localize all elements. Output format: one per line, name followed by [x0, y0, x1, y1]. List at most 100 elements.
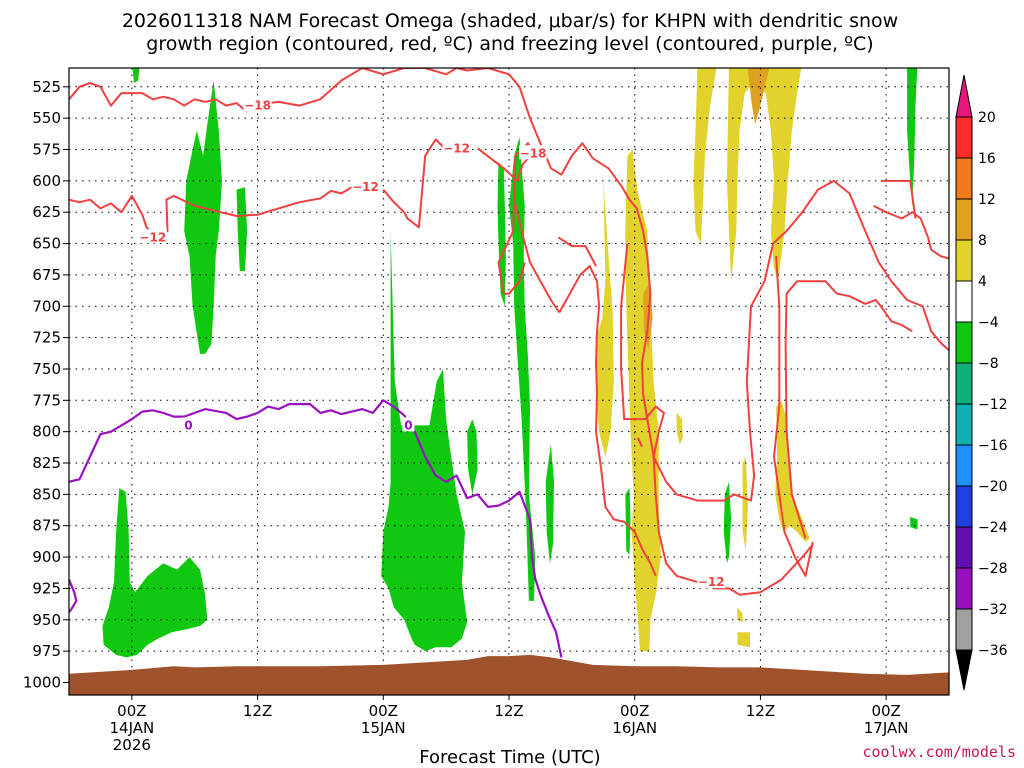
y-tick-label-750: 750 — [32, 360, 61, 378]
colorbar-label-4: 4 — [978, 274, 987, 290]
omega-region-0-7 — [509, 137, 536, 601]
dendritic-label-3: −12 — [352, 180, 379, 194]
colorbar: 20 16 12 8 4 −4 −8 −12 −16 −20 −24 −28 −32 −36 — [955, 74, 1008, 691]
y-tick-label-825: 825 — [32, 454, 61, 472]
colorbar-segment-4 — [955, 280, 973, 323]
omega-region-0-1 — [184, 80, 222, 354]
omega-region-1-3 — [726, 68, 802, 282]
colorbar-segment-10 — [955, 526, 973, 569]
x-tick-label-24-1: 15JAN — [361, 719, 406, 737]
dendritic-contour-17 — [636, 437, 643, 448]
dendritic-label-0-bg — [243, 97, 272, 112]
dendritic-label-3-bg — [351, 179, 380, 194]
x-tick-label-60-0: 12Z — [746, 702, 775, 720]
y-tick-label-900: 900 — [32, 548, 61, 566]
colorbar-segment-5 — [955, 321, 973, 364]
colorbar-segment-6 — [955, 362, 973, 405]
colorbar-label-0: 20 — [978, 110, 996, 126]
y-tick-label-550: 550 — [32, 109, 61, 127]
y-tick-label-525: 525 — [32, 78, 61, 96]
dendritic-label-1-bg — [442, 140, 471, 155]
y-tick-label-1000: 1000 — [23, 673, 61, 691]
colorbar-label-1: 16 — [978, 151, 996, 167]
dendritic-contour-7 — [497, 262, 526, 295]
colorbar-segment-11 — [955, 567, 973, 610]
dendritic-label-4-bg — [138, 229, 167, 244]
dendritic-contour-13 — [773, 256, 814, 577]
colorbar-label-3: 8 — [978, 233, 987, 249]
y-tick-label-950: 950 — [32, 611, 61, 629]
omega-shading-layer — [102, 68, 918, 658]
y-tick-label-875: 875 — [32, 517, 61, 535]
y-tick-label-625: 625 — [32, 203, 61, 221]
dendritic-contour-15 — [873, 205, 949, 260]
omega-region-1-5 — [676, 412, 683, 445]
omega-region-1-2 — [693, 68, 717, 244]
x-tick-label-36-0: 12Z — [494, 702, 523, 720]
colorbar-label-12: −32 — [978, 602, 1008, 618]
colorbar-segment-1 — [955, 157, 973, 200]
dendritic-label-4: −12 — [139, 230, 166, 244]
dendritic-contour-6 — [476, 147, 531, 182]
y-tick-label-775: 775 — [32, 391, 61, 409]
x-tick-label-72-1: 17JAN — [864, 719, 909, 737]
x-tick-label-0-1: 14JAN — [109, 719, 154, 737]
dendritic-contour-12 — [620, 179, 949, 502]
dendritic-contour-11 — [557, 236, 597, 267]
dendritic-contour-14 — [784, 280, 913, 539]
colorbar-segment-3 — [955, 239, 973, 282]
dendritic-label-2: −18 — [520, 146, 547, 160]
freezing-level-layer — [69, 399, 563, 658]
dendritic-label-1: −12 — [443, 141, 470, 155]
dendritic-contour-9 — [513, 168, 561, 314]
y-axis-ticks: 525 550 575 600 625 650 675 700 725 750 775 800 825 8… — [23, 78, 69, 691]
omega-region-1-6 — [742, 456, 748, 551]
plot-area: −18 −12 −18 −12 −12 −12 0 0 — [69, 68, 949, 695]
terrain-layer — [69, 654, 949, 695]
colorbar-top-arrow — [955, 74, 973, 118]
freezing-contour-1 — [69, 579, 78, 613]
colorbar-label-7: −12 — [978, 397, 1008, 413]
omega-region-0-9 — [625, 488, 631, 555]
y-tick-label-575: 575 — [32, 141, 61, 159]
omega-region-0-2 — [236, 187, 248, 272]
dendritic-label-0: −18 — [244, 99, 271, 113]
omega-region-0-8 — [545, 444, 554, 564]
x-tick-label-72-0: 00Z — [871, 702, 900, 720]
omega-region-1-7 — [737, 607, 743, 623]
y-tick-label-850: 850 — [32, 485, 61, 503]
omega-region-0-0 — [132, 68, 140, 83]
freezing-label-0: 0 — [184, 418, 192, 432]
dendritic-label-2-bg — [519, 145, 548, 160]
omega-region-0-6 — [497, 162, 506, 307]
x-tick-label-0-0: 00Z — [117, 702, 146, 720]
x-tick-label-48-1: 16JAN — [612, 719, 657, 737]
colorbar-label-9: −20 — [978, 479, 1008, 495]
y-tick-label-725: 725 — [32, 329, 61, 347]
freezing-contour-0 — [69, 399, 563, 658]
freezing-label-1: 0 — [404, 418, 412, 432]
colorbar-segment-7 — [955, 403, 973, 446]
dendritic-contour-1 — [246, 68, 594, 176]
colorbar-label-13: −36 — [978, 643, 1008, 659]
x-tick-label-24-0: 00Z — [369, 702, 398, 720]
omega-region-0-11 — [907, 68, 918, 206]
omega-region-1-0 — [596, 180, 614, 457]
omega-region-2-0 — [747, 68, 770, 125]
colorbar-segment-8 — [955, 444, 973, 487]
freezing-label-1-bg — [402, 417, 415, 432]
terrain-fill — [69, 654, 949, 695]
omega-region-1-8 — [737, 632, 750, 648]
x-axis-label: Forecast Time (UTC) — [419, 747, 600, 768]
x-tick-label-48-0: 00Z — [620, 702, 649, 720]
x-tick-label-0-2: 2026 — [113, 736, 151, 754]
dendritic-contour-16 — [880, 179, 917, 219]
omega-region-1-1 — [625, 149, 661, 652]
colorbar-bottom-arrow — [955, 649, 973, 691]
y-tick-label-600: 600 — [32, 172, 61, 190]
y-tick-label-800: 800 — [32, 423, 61, 441]
chart-title-line1: 2026011318 NAM Forecast Omega (shaded, μ… — [122, 10, 898, 32]
dendritic-contour-0 — [69, 82, 248, 113]
